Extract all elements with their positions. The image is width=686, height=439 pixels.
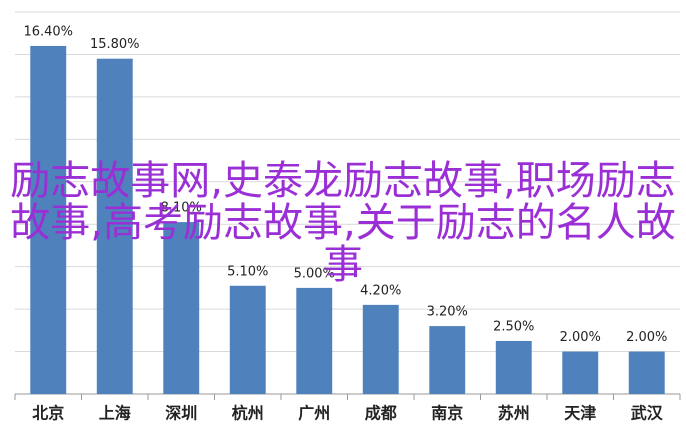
x-tick-label: 武汉 — [631, 404, 664, 423]
value-label: 3.20% — [427, 305, 468, 320]
value-label: 2.50% — [493, 319, 534, 334]
x-tick-label: 成都 — [365, 404, 397, 423]
x-tick-label: 上海 — [99, 404, 131, 423]
x-tick-label: 北京 — [32, 404, 64, 423]
x-tick-label: 深圳 — [165, 404, 197, 423]
x-tick-label: 广州 — [298, 404, 330, 423]
bar — [229, 285, 266, 394]
bar — [163, 222, 200, 394]
bar — [30, 45, 67, 394]
x-tick-label: 杭州 — [232, 404, 264, 423]
overlay-text: 励志故事网,史泰龙励志故事,职场励志故事,高考励志故事,关于励志的名人故事 — [10, 158, 676, 288]
value-label: 8.10% — [161, 201, 202, 216]
x-tick-label: 南京 — [431, 404, 463, 423]
value-label: 2.00% — [626, 330, 667, 345]
value-label: 16.40% — [23, 24, 73, 39]
value-label: 4.20% — [360, 283, 401, 298]
value-label: 2.00% — [560, 330, 601, 345]
bar — [495, 340, 532, 394]
bar — [296, 287, 333, 394]
bar — [96, 58, 133, 394]
bar — [362, 304, 399, 394]
bar — [628, 351, 665, 394]
x-tick-label: 天津 — [564, 404, 596, 423]
bar — [429, 326, 466, 394]
value-label: 5.10% — [227, 264, 268, 279]
value-label: 15.80% — [90, 37, 140, 52]
value-label: 5.00% — [294, 266, 335, 281]
bar — [562, 351, 599, 394]
x-tick-label: 苏州 — [498, 404, 530, 423]
